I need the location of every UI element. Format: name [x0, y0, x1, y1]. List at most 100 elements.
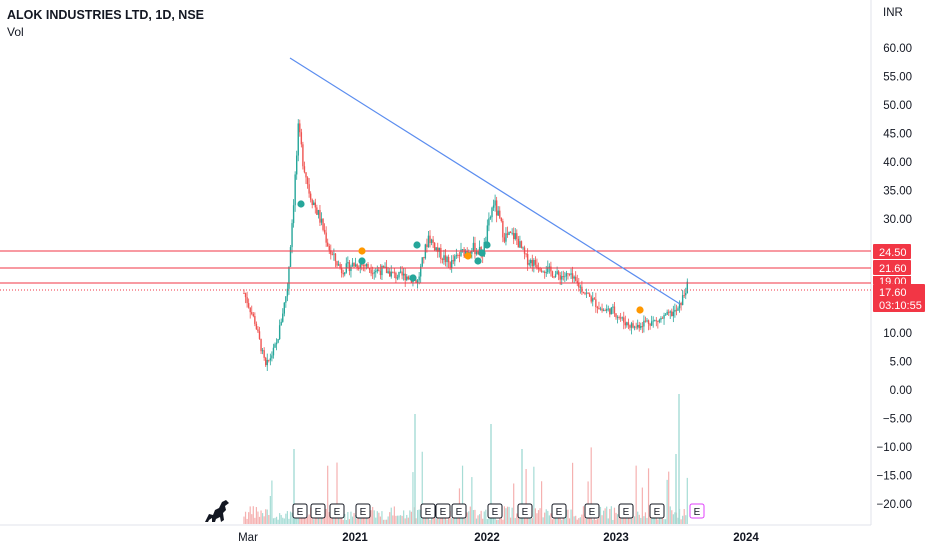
candle-body: [613, 306, 616, 314]
volume-bar: [579, 517, 581, 524]
candle-body: [503, 237, 506, 242]
trendline[interactable]: [289, 57, 681, 305]
event-dot[interactable]: [474, 257, 482, 265]
event-dot[interactable]: [413, 241, 421, 249]
volume-bar: [322, 518, 324, 524]
candle-body: [278, 325, 281, 340]
volume-bar: [550, 513, 552, 524]
candle-body: [404, 273, 406, 281]
candle-body: [354, 264, 357, 267]
candle-body: [342, 273, 344, 275]
candle-body: [364, 265, 366, 267]
candle-body: [389, 271, 391, 277]
volume-bar: [279, 513, 281, 524]
candle-body: [604, 310, 606, 312]
volume-bar: [407, 517, 409, 524]
earnings-marker[interactable]: E: [329, 503, 345, 519]
volume-bar: [531, 518, 533, 524]
volume-bar: [306, 516, 309, 524]
candle-body: [444, 255, 447, 263]
volume-bar: [510, 517, 512, 524]
volume-bar: [421, 451, 423, 524]
candle-body: [339, 264, 341, 269]
event-dot[interactable]: [409, 274, 417, 282]
candle-body: [348, 262, 351, 271]
candle-body: [499, 210, 501, 218]
svg-text:E: E: [556, 507, 563, 518]
volume-bar: [311, 516, 313, 524]
volume-bar: [589, 517, 591, 524]
candle-body: [323, 229, 326, 233]
earnings-marker[interactable]: E: [487, 503, 503, 519]
earnings-marker[interactable]: E: [420, 503, 436, 519]
volume-bar: [514, 517, 516, 524]
earnings-marker[interactable]: E: [355, 503, 371, 519]
earnings-marker[interactable]: E: [451, 503, 467, 519]
volume-bar: [396, 515, 399, 524]
dinosaur-logo-icon[interactable]: [205, 500, 229, 522]
candle-body: [435, 247, 437, 251]
volume-bar: [384, 519, 386, 524]
svg-text:E: E: [589, 507, 596, 518]
volume-bar: [333, 513, 335, 524]
earnings-marker[interactable]: E: [689, 503, 705, 519]
volume-bar: [252, 506, 254, 524]
event-dot[interactable]: [358, 257, 366, 265]
earnings-marker[interactable]: E: [584, 503, 600, 519]
volume-spike-bar: [521, 449, 523, 524]
event-dot[interactable]: [297, 200, 305, 208]
candle-body: [556, 271, 558, 275]
candle-body: [596, 307, 599, 309]
candle-body: [553, 276, 555, 278]
candle-body: [618, 317, 620, 318]
volume-bar: [387, 516, 389, 524]
candle-body: [509, 231, 512, 233]
candle-body: [447, 256, 450, 263]
event-dot[interactable]: [478, 249, 486, 257]
candle-body: [685, 293, 687, 296]
candle-body: [368, 268, 371, 270]
volume-bar: [344, 513, 346, 524]
earnings-marker[interactable]: E: [551, 503, 567, 519]
volume-bar: [255, 507, 257, 524]
event-dot[interactable]: [483, 241, 491, 249]
candle-body: [513, 232, 515, 240]
earnings-marker[interactable]: E: [310, 503, 326, 519]
volume-bar: [618, 517, 620, 524]
candle-body: [683, 295, 685, 297]
event-dot[interactable]: [358, 247, 366, 255]
event-dot[interactable]: [636, 306, 644, 314]
candle-body: [330, 250, 332, 255]
event-dot[interactable]: [464, 252, 472, 260]
candle-body: [429, 235, 431, 243]
volume-bar: [327, 465, 329, 524]
candle-body: [582, 291, 585, 294]
time-axis[interactable]: Mar 2021 2022 2023 2024: [238, 532, 759, 544]
svg-text:E: E: [334, 507, 341, 518]
volume-bar: [347, 512, 349, 524]
earnings-marker[interactable]: E: [618, 503, 634, 519]
earnings-marker[interactable]: E: [649, 503, 665, 519]
volume-bar: [406, 514, 408, 524]
volume-bar: [541, 481, 543, 524]
earnings-marker[interactable]: E: [292, 503, 308, 519]
candle-body: [678, 302, 681, 309]
candle-body: [277, 339, 279, 343]
volume-bar: [392, 515, 394, 524]
candle-body: [606, 309, 608, 311]
earnings-marker[interactable]: E: [435, 503, 451, 519]
candle-body: [657, 320, 659, 322]
volume-bar: [581, 514, 583, 524]
y-tick-label: −20.00: [877, 499, 913, 511]
candle-body: [438, 248, 440, 252]
earnings-marker[interactable]: E: [517, 503, 533, 519]
volume-bar: [491, 515, 493, 524]
volume-bar: [443, 518, 445, 524]
volume-bar: [471, 477, 473, 524]
candle-body: [592, 298, 594, 302]
volume-bar: [299, 514, 301, 524]
price-axis[interactable]: 60.00 55.00 50.00 45.00 40.00 35.00 30.00 10.00…: [877, 43, 913, 511]
candle-body: [443, 255, 445, 261]
candle-body: [274, 344, 276, 348]
